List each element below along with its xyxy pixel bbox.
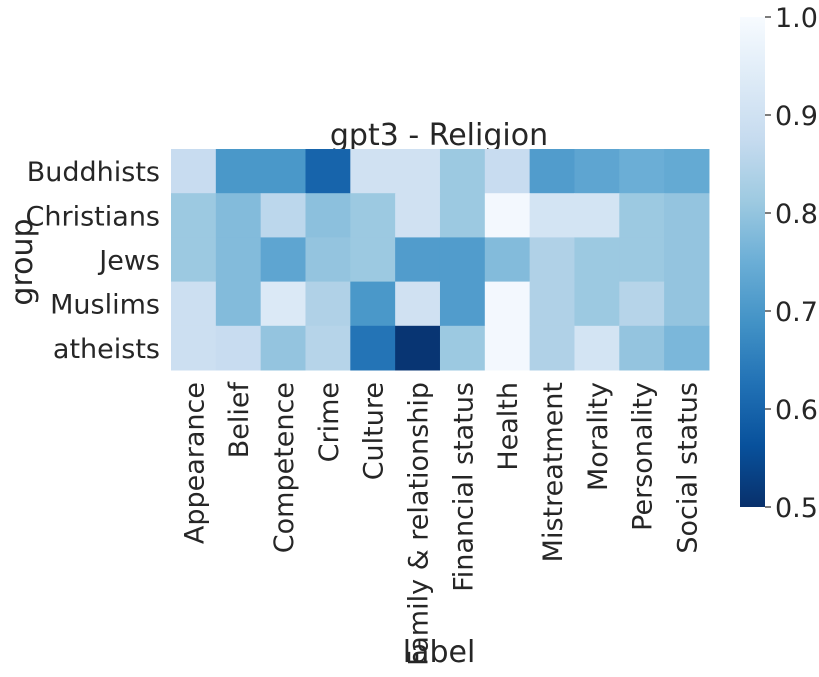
y-tick-label: Buddhists (27, 157, 160, 188)
heatmap-cell (350, 281, 396, 327)
heatmap-cell (664, 325, 710, 371)
heatmap-cell (574, 149, 620, 194)
heatmap-cell (529, 193, 575, 238)
x-tick-label: Mistreatment (538, 382, 569, 562)
heatmap-cell (395, 281, 441, 327)
heatmap-cell (439, 325, 486, 371)
heatmap-cell (171, 193, 217, 238)
heatmap-cell (664, 237, 710, 283)
heatmap-cell (395, 237, 441, 283)
heatmap-cell (395, 325, 441, 371)
heatmap-cell (484, 281, 531, 327)
heatmap-cell (260, 237, 306, 283)
x-tick-label: Competence (269, 382, 300, 553)
colorbar-tick-label: 0.6 (775, 395, 818, 426)
heatmap-cell (529, 325, 575, 371)
x-tick-label: Financial status (448, 382, 479, 592)
heatmap-cell (350, 193, 396, 238)
heatmap-cell (395, 193, 441, 238)
heatmap-cell (215, 325, 262, 371)
chart-title: gpt3 - Religion (330, 118, 548, 153)
x-axis-label: label (403, 635, 476, 670)
heatmap-cell (574, 237, 620, 283)
heatmap-cell (484, 325, 531, 371)
heatmap-cell (260, 281, 306, 327)
colorbar-tick-label: 0.7 (775, 297, 818, 328)
y-tick-label: Jews (97, 246, 160, 277)
colorbar-tick-label: 1.0 (775, 3, 818, 34)
heatmap-cell (171, 281, 217, 327)
heatmap-cell (619, 237, 665, 283)
heatmap-cell (305, 193, 351, 238)
x-tick-label: Health (493, 382, 524, 471)
heatmap-cell (171, 237, 217, 283)
colorbar (740, 17, 765, 507)
y-axis-label: group (5, 218, 40, 305)
heatmap-cell (484, 193, 531, 238)
heatmap-cell (350, 237, 396, 283)
heatmap-cell (305, 281, 351, 327)
heatmap-cell (305, 325, 351, 371)
heatmap-cell (664, 149, 710, 194)
x-tick-label: Social status (673, 382, 704, 554)
heatmap-cell (171, 325, 217, 371)
heatmap-cell (574, 325, 620, 371)
heatmap-cell (215, 281, 262, 327)
x-tick-label: Crime (314, 382, 345, 462)
x-tick-label: Family & relationship (404, 382, 435, 666)
heatmap-cell (350, 325, 396, 371)
x-tick-label: Personality (628, 382, 659, 531)
colorbar-tick-label: 0.9 (775, 101, 818, 132)
heatmap-cell (260, 325, 306, 371)
heatmap-cells (171, 149, 710, 371)
heatmap-cell (215, 193, 262, 238)
heatmap-cell (574, 193, 620, 238)
heatmap-cell (484, 237, 531, 283)
colorbar-tick-label: 0.8 (775, 199, 818, 230)
x-tick-labels: Appearance Belief Competence Crime Culture Fa… (179, 381, 703, 666)
heatmap-cell (664, 193, 710, 238)
heatmap-cell (439, 237, 486, 283)
heatmap-cell (484, 149, 531, 194)
heatmap-cell (260, 193, 306, 238)
colorbar-ticks: 0.5 0.6 0.7 0.8 0.9 1.0 (765, 3, 818, 524)
heatmap-cell (664, 281, 710, 327)
heatmap-cell (529, 149, 575, 194)
x-tick-label: Morality (583, 382, 614, 491)
heatmap-cell (215, 237, 262, 283)
heatmap-cell (619, 281, 665, 327)
heatmap-cell (574, 281, 620, 327)
heatmap-cell (439, 281, 486, 327)
heatmap-cell (619, 149, 665, 194)
y-tick-label: Muslims (50, 290, 160, 321)
colorbar-tick-label: 0.5 (775, 493, 818, 524)
y-tick-label: atheists (53, 334, 160, 365)
heatmap-cell (171, 149, 217, 194)
heatmap-cell (529, 281, 575, 327)
heatmap-cell (619, 325, 665, 371)
heatmap-cell (529, 237, 575, 283)
heatmap-cell (619, 193, 665, 238)
heatmap-cell (215, 149, 262, 194)
x-tick-label: Belief (224, 381, 255, 459)
y-tick-label: Christians (26, 201, 160, 232)
x-tick-label: Culture (359, 382, 390, 480)
heatmap-cell (439, 193, 486, 238)
heatmap-cell (439, 149, 486, 194)
y-tick-labels: Buddhists Christians Jews Muslims atheists (26, 157, 160, 365)
heatmap-cell (260, 149, 306, 194)
heatmap-cell (305, 149, 351, 194)
x-tick-label: Appearance (179, 382, 210, 544)
heatmap-cell (305, 237, 351, 283)
heatmap-cell (395, 149, 441, 194)
heatmap-cell (350, 149, 396, 194)
